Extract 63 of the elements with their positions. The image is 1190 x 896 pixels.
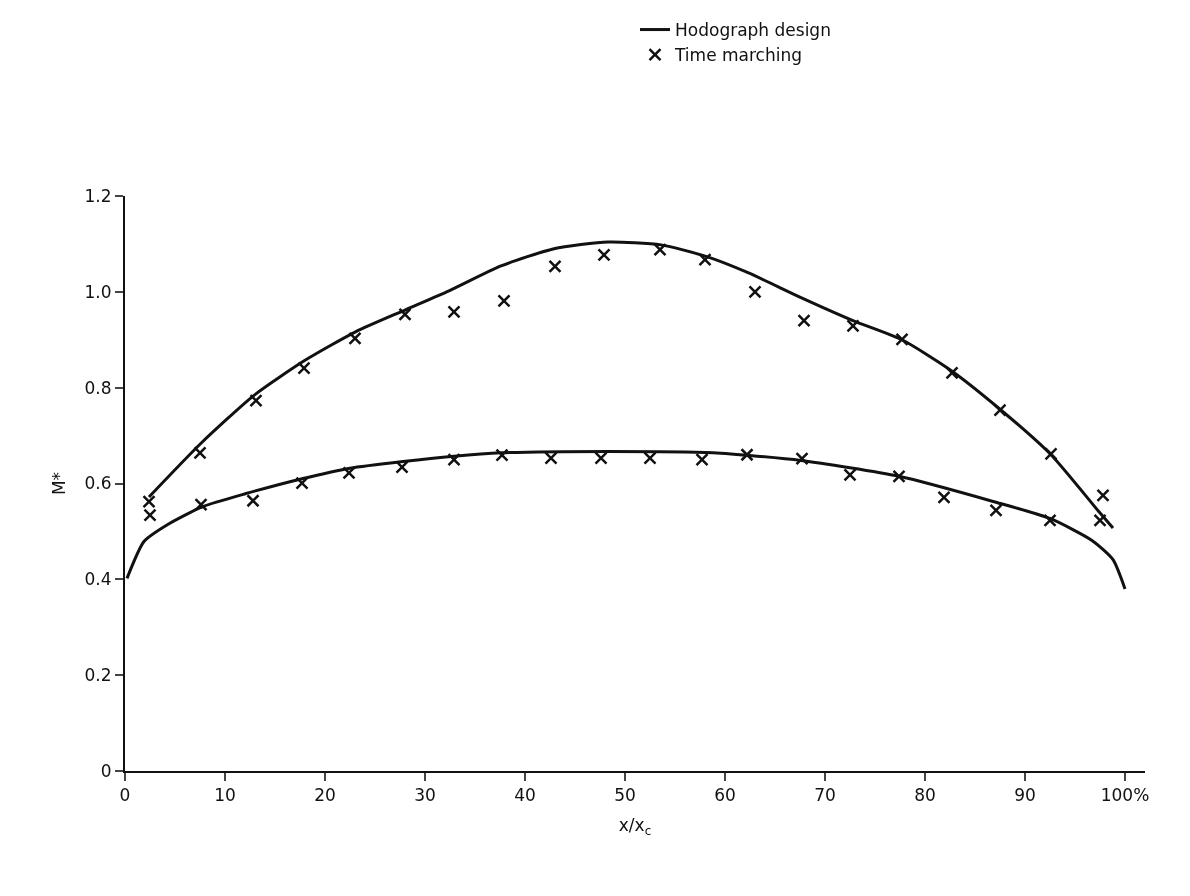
- point: [740, 448, 754, 462]
- point: [1093, 513, 1107, 528]
- y-tick-label: 0.8: [84, 377, 112, 398]
- point: [643, 451, 657, 465]
- point: [695, 452, 709, 467]
- x-tick-label: 30: [414, 785, 436, 806]
- point: [1044, 447, 1058, 461]
- point: [892, 469, 906, 484]
- point: [937, 490, 951, 505]
- point: [993, 403, 1007, 417]
- point: [653, 242, 667, 257]
- point: [447, 305, 461, 319]
- point: [846, 319, 860, 333]
- y-tick-label: 1.2: [84, 185, 112, 206]
- legend-label: Time marching: [674, 45, 803, 66]
- point: [348, 331, 362, 346]
- point: [295, 476, 309, 490]
- point: [544, 451, 558, 465]
- x-tick-label: 10: [214, 785, 236, 806]
- x-tick-label: 0: [119, 785, 131, 806]
- x-tick-label: 80: [914, 785, 936, 806]
- y-tick-label: 0.6: [84, 473, 112, 494]
- point: [1043, 513, 1057, 528]
- x-axis-title: x/x$_{c}$: [618, 815, 652, 838]
- line-series: [147, 240, 1115, 530]
- point: [1096, 488, 1110, 503]
- point: [398, 307, 412, 322]
- x-tick-label: 50: [614, 785, 636, 806]
- point: [246, 494, 260, 508]
- point: [597, 248, 611, 262]
- point: [748, 285, 762, 299]
- legend-label: Hodograph design: [675, 20, 831, 41]
- x-tick-label: 60: [714, 785, 736, 806]
- point: [342, 466, 356, 480]
- y-axis-title: M*: [48, 471, 69, 496]
- x-tick-label: 90: [1014, 785, 1036, 806]
- point: [795, 451, 809, 466]
- x-tick-label: 100%: [1100, 785, 1150, 806]
- point: [989, 503, 1003, 518]
- point: [395, 460, 409, 474]
- y-tick-label: 1.0: [84, 281, 112, 302]
- point: [194, 497, 208, 512]
- point: [548, 259, 562, 274]
- y-tick-label: 0.2: [84, 665, 112, 686]
- point: [945, 366, 959, 380]
- point: [447, 452, 461, 467]
- point: [594, 451, 608, 465]
- point: [143, 508, 157, 522]
- point: [495, 448, 509, 462]
- point: [249, 393, 263, 408]
- x-tick-label: 20: [314, 785, 336, 806]
- y-tick-label: 0: [100, 760, 112, 781]
- y-tick-label: 0.4: [84, 569, 112, 590]
- x-tick-label: 70: [814, 785, 836, 806]
- point: [797, 313, 811, 328]
- point: [843, 468, 857, 482]
- point: [895, 332, 909, 347]
- point: [193, 446, 207, 460]
- point: [698, 252, 712, 267]
- point: [142, 494, 156, 509]
- x-tick-label: 40: [514, 785, 536, 806]
- point: [297, 361, 311, 375]
- point: [497, 294, 511, 308]
